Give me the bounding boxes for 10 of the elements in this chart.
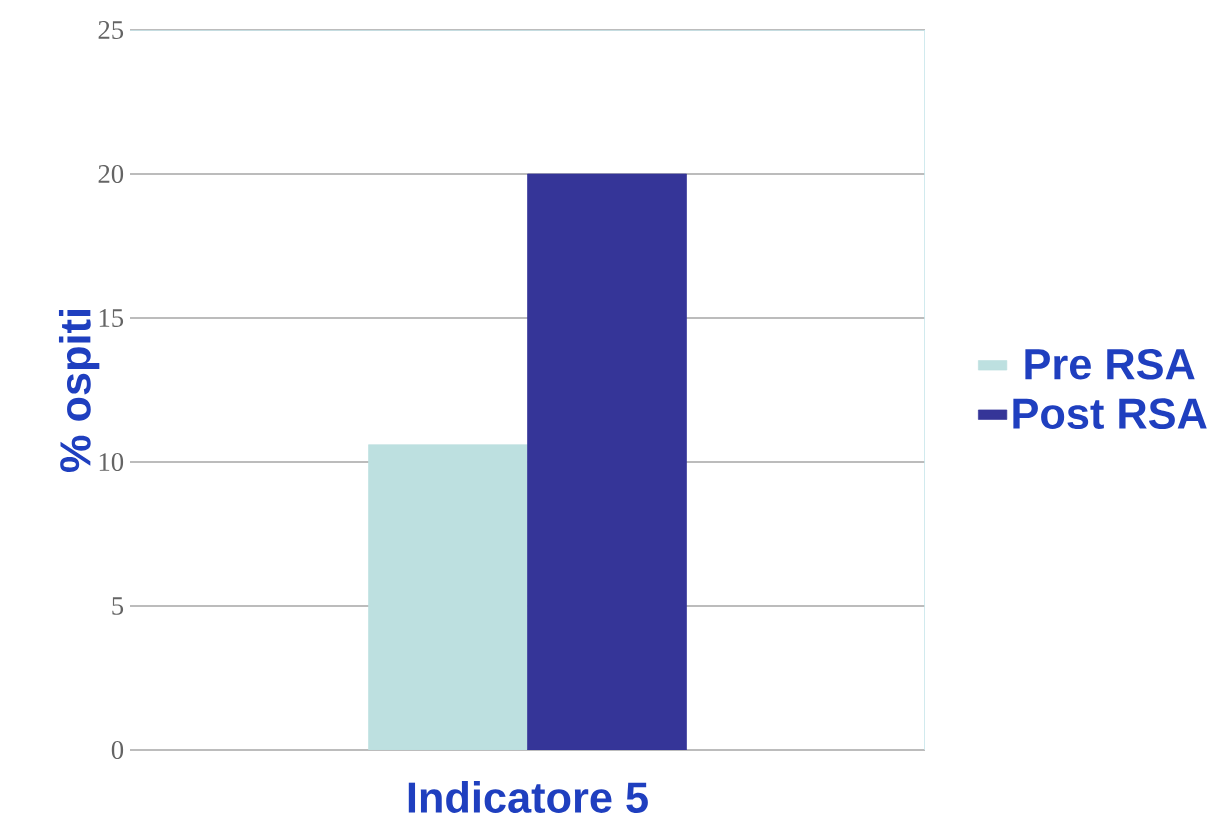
legend-label: Pre RSA — [1025, 348, 1195, 380]
y-axis-title: % ospiti — [58, 310, 100, 472]
legend-label: Post RSA — [1013, 398, 1207, 430]
y-tick-label: 25 — [98, 21, 124, 39]
x-axis-title: Indicatore 5 — [408, 781, 648, 813]
y-tick-label: 5 — [112, 597, 124, 615]
y-tick-label: 20 — [98, 165, 124, 183]
y-tick-label: 10 — [99, 453, 124, 471]
y-tick-label: 15 — [99, 309, 124, 327]
y-tick-label: 0 — [111, 741, 124, 759]
